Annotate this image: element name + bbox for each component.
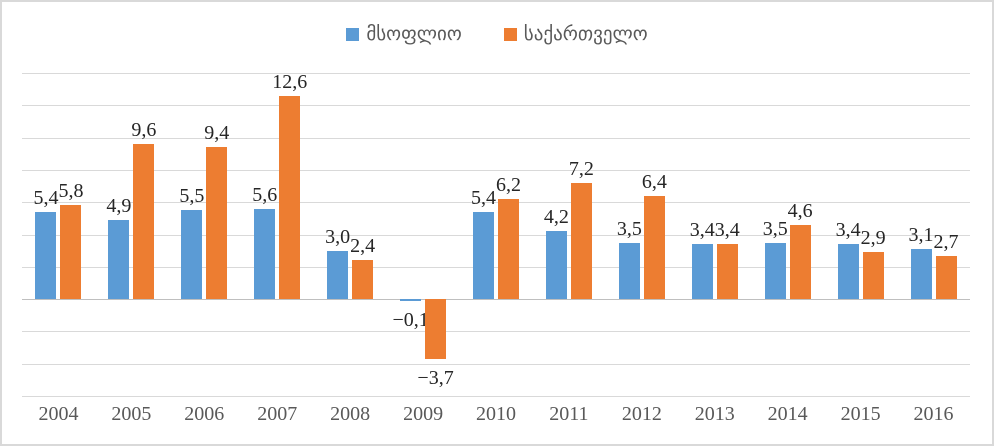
world-bar-2009 [400, 299, 422, 301]
legend-item-world: მსოფლიო [346, 23, 462, 45]
category-2012: 3,5 6,4 [605, 73, 678, 396]
georgia-value-label-2007: 12,6 [272, 70, 308, 93]
world-bar-2008 [327, 250, 349, 300]
georgia-value-label-2005: 9,6 [131, 119, 157, 142]
world-bar-2015 [837, 244, 859, 300]
category-2011: 4,2 7,2 [532, 73, 605, 396]
world-series-swatch-icon [346, 27, 360, 41]
x-axis-label-2012: 2012 [621, 403, 662, 425]
georgia-series-swatch-icon [503, 27, 517, 41]
world-bar-2011 [545, 231, 567, 300]
world-value-label-2015: 3,4 [835, 219, 861, 242]
world-bar-2012 [618, 242, 640, 300]
zero-axis-line [22, 299, 970, 301]
x-axis-label-2013: 2013 [694, 403, 735, 425]
gridline [22, 266, 970, 268]
georgia-series-label: საქართველო [523, 23, 648, 45]
x-axis-label-2010: 2010 [475, 403, 516, 425]
georgia-bar-2015 [862, 252, 884, 300]
category-2013: 3,4 3,4 [678, 73, 751, 396]
gridline [22, 105, 970, 107]
gridline [22, 234, 970, 236]
georgia-bar-2007 [279, 95, 301, 300]
category-2016: 3,1 2,7 [897, 73, 970, 396]
georgia-bar-2009 [425, 299, 447, 359]
bar-groups: 5,4 5,8 4,9 9,6 5,5 9,4 5,6 12,6 3,0 2,4 −0,1 −3,7 5… [22, 71, 970, 396]
georgia-value-label-2010: 6,2 [495, 173, 521, 196]
georgia-value-label-2009: −3,7 [417, 366, 454, 389]
category-2004: 5,4 5,8 [22, 73, 95, 396]
georgia-bar-2011 [570, 182, 592, 300]
world-bar-2016 [910, 249, 932, 300]
category-2014: 3,5 4,6 [751, 73, 824, 396]
x-axis-label-2005: 2005 [111, 403, 152, 425]
world-bar-2006 [181, 210, 203, 300]
category-2015: 3,4 2,9 [824, 73, 897, 396]
world-bar-2013 [691, 244, 713, 300]
gridline [22, 169, 970, 171]
x-axis-label-2008: 2008 [330, 403, 371, 425]
georgia-bar-2012 [643, 195, 665, 300]
category-2008: 3,0 2,4 [314, 73, 387, 396]
category-2007: 5,6 12,6 [241, 71, 314, 396]
gridline [22, 331, 970, 333]
georgia-bar-2005 [133, 144, 155, 300]
georgia-bar-2016 [935, 255, 957, 300]
georgia-bar-2004 [60, 205, 82, 300]
world-bar-2010 [472, 211, 494, 300]
x-axis-label-2016: 2016 [913, 403, 954, 425]
georgia-bar-2013 [716, 244, 738, 300]
plot-area: 5,4 5,8 4,9 9,6 5,5 9,4 5,6 12,6 3,0 2,4 −0,1 −3,7 5… [22, 71, 970, 397]
georgia-value-label-2004: 5,8 [58, 180, 84, 203]
georgia-value-label-2012: 6,4 [641, 170, 667, 193]
georgia-value-label-2011: 7,2 [568, 157, 594, 180]
georgia-value-label-2014: 4,6 [787, 199, 813, 222]
x-axis-label-2009: 2009 [403, 403, 444, 425]
world-bar-2004 [35, 211, 57, 300]
x-axis-label-2004: 2004 [38, 403, 79, 425]
world-value-label-2016: 3,1 [908, 224, 934, 247]
chart-legend: მსოფლიო საქართველო [2, 22, 992, 46]
georgia-value-label-2013: 3,4 [714, 219, 740, 242]
world-value-label-2008: 3,0 [325, 225, 351, 248]
category-2006: 5,5 9,4 [168, 73, 241, 396]
x-axis-label-2015: 2015 [840, 403, 881, 425]
x-axis-label-2011: 2011 [549, 403, 589, 425]
x-axis: 2004 2005 2006 2007 2008 2009 2010 2011 2012 2013… [22, 403, 970, 426]
x-axis-label-2007: 2007 [257, 403, 298, 425]
world-series-label: მსოფლიო [366, 23, 462, 45]
category-2009: −0,1 −3,7 [387, 73, 460, 396]
world-value-label-2013: 3,4 [689, 219, 715, 242]
x-axis-label-2014: 2014 [767, 403, 808, 425]
world-bar-2014 [764, 242, 786, 300]
georgia-bar-2008 [352, 260, 374, 300]
world-bar-2005 [108, 219, 130, 300]
x-axis-label-2006: 2006 [184, 403, 225, 425]
georgia-bar-2014 [789, 224, 811, 300]
georgia-bar-2010 [497, 198, 519, 300]
world-bar-2007 [254, 208, 276, 300]
gridline [22, 73, 970, 74]
gridline [22, 363, 970, 365]
gridline [22, 137, 970, 139]
gridline [22, 202, 970, 204]
georgia-bar-2006 [206, 147, 228, 300]
category-2010: 5,4 6,2 [460, 73, 533, 396]
georgia-value-label-2006: 9,4 [204, 122, 230, 145]
legend-item-georgia: საქართველო [503, 23, 648, 45]
category-2005: 4,9 9,6 [95, 73, 168, 396]
gridline [22, 396, 970, 397]
